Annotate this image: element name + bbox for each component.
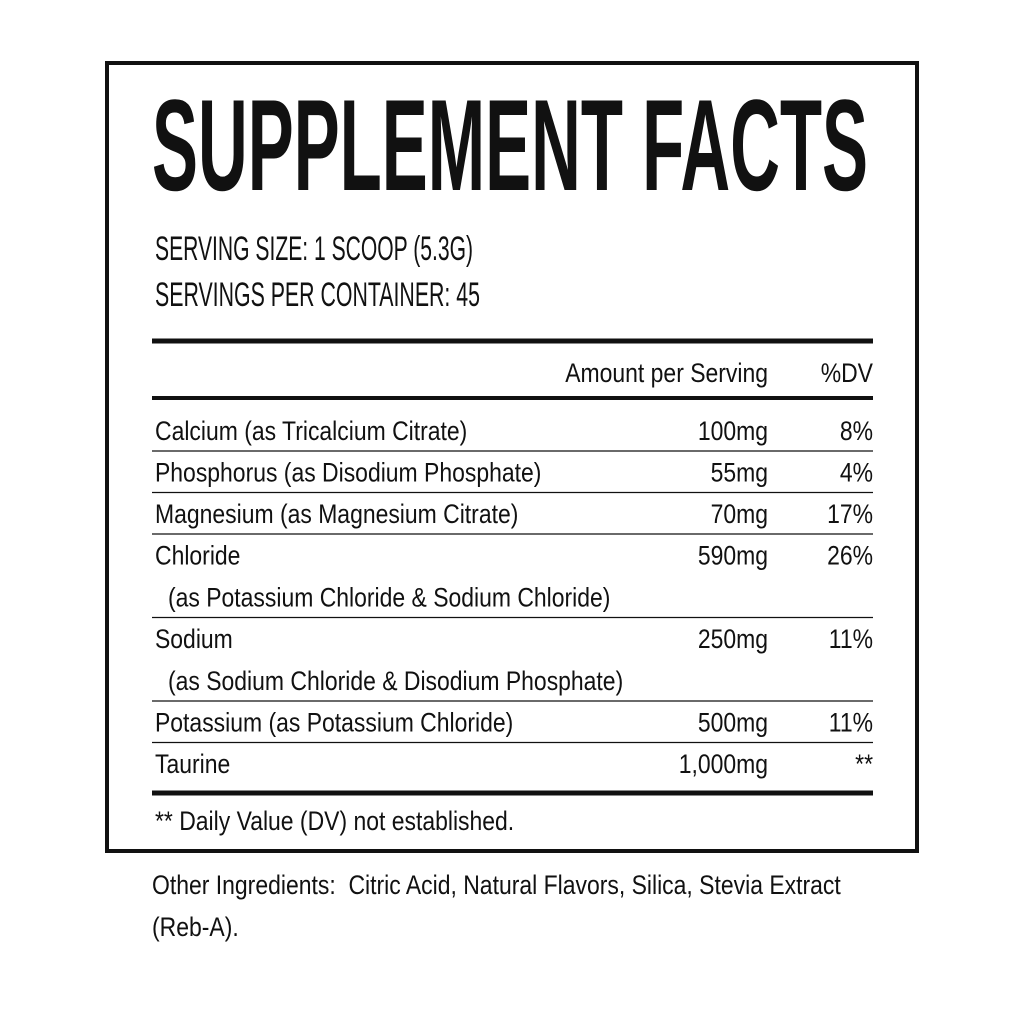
nutrient-detail: (as Potassium Chloride & Sodium Chloride…	[168, 583, 610, 613]
nutrient-dv: 17%	[827, 499, 873, 529]
nutrient-name: Chloride	[155, 541, 240, 571]
footnote: ** Daily Value (DV) not established.	[155, 806, 514, 836]
serving-size: SERVING SIZE: 1 SCOOP (5.3G)	[155, 230, 473, 268]
nutrient-name: Potassium (as Potassium Chloride)	[155, 708, 513, 738]
nutrient-dv: 8%	[840, 416, 873, 446]
label-border	[105, 61, 919, 853]
header-dv: %DV	[821, 358, 874, 388]
nutrient-amount: 55mg	[711, 458, 768, 488]
nutrient-detail: (as Sodium Chloride & Disodium Phosphate…	[168, 666, 623, 696]
nutrient-dv: 11%	[829, 624, 873, 654]
other-ingredients: Other Ingredients: Citric Acid, Natural …	[152, 870, 848, 942]
nutrient-dv: 4%	[840, 458, 873, 488]
nutrient-name: Taurine	[155, 749, 230, 779]
nutrient-name: Phosphorus (as Disodium Phosphate)	[155, 458, 541, 488]
nutrient-amount: 590mg	[698, 541, 768, 571]
servings-per-container: SERVINGS PER CONTAINER: 45	[155, 276, 480, 314]
nutrient-amount: 500mg	[698, 708, 768, 738]
header-amount: Amount per Serving	[565, 358, 768, 388]
nutrient-dv: 26%	[827, 541, 873, 571]
title: SUPPLEMENT FACTS	[152, 72, 868, 218]
nutrient-amount: 70mg	[711, 499, 768, 529]
nutrient-name: Sodium	[155, 624, 233, 654]
nutrient-name: Calcium (as Tricalcium Citrate)	[155, 416, 467, 446]
nutrient-amount: 100mg	[698, 416, 768, 446]
nutrient-amount: 1,000mg	[679, 749, 768, 779]
nutrient-dv: 11%	[829, 708, 873, 738]
nutrient-amount: 250mg	[698, 624, 768, 654]
nutrient-dv: **	[855, 749, 873, 779]
nutrient-name: Magnesium (as Magnesium Citrate)	[155, 499, 518, 529]
